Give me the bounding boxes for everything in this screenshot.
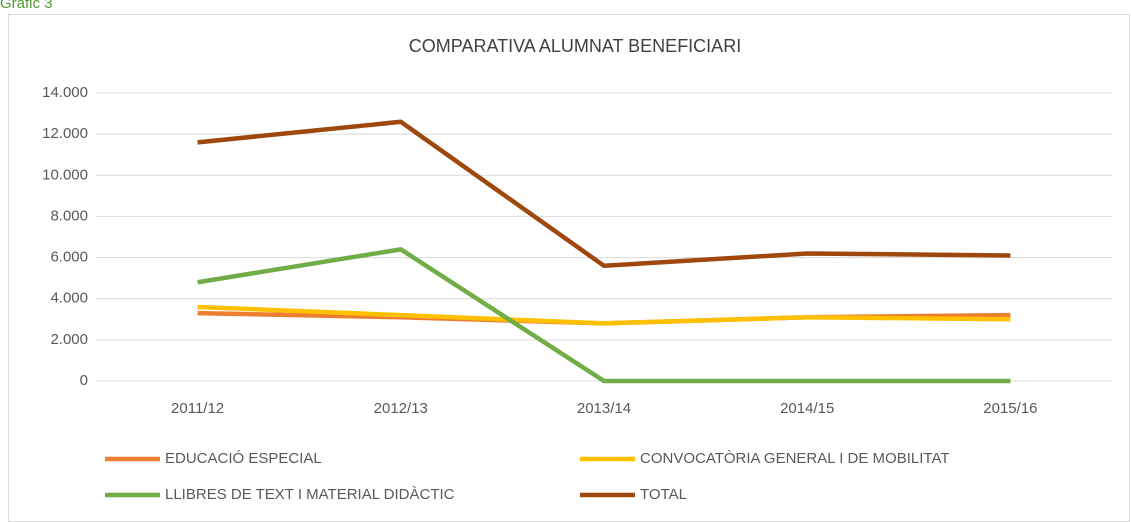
x-tick-label: 2014/15 bbox=[780, 400, 834, 417]
series-line bbox=[197, 119, 1011, 269]
y-tick-label: 10.000 bbox=[42, 166, 88, 183]
y-tick-label: 0 bbox=[80, 372, 88, 389]
legend-label: TOTAL bbox=[640, 486, 687, 503]
legend-label: CONVOCATÒRIA GENERAL I DE MOBILITAT bbox=[640, 450, 950, 467]
caption: Gràfic 3 bbox=[0, 0, 53, 12]
x-tick-label: 2011/12 bbox=[171, 400, 224, 417]
chart-frame bbox=[8, 14, 1130, 522]
series-line bbox=[197, 247, 1011, 384]
series-line bbox=[197, 304, 1011, 326]
chart-title: COMPARATIVA ALUMNAT BENEFICIARI bbox=[409, 36, 741, 56]
y-tick-label: 2.000 bbox=[50, 331, 88, 348]
y-tick-label: 6.000 bbox=[50, 249, 88, 266]
y-tick-label: 8.000 bbox=[50, 207, 88, 224]
x-tick-label: 2012/13 bbox=[374, 400, 428, 417]
legend-label: EDUCACIÓ ESPECIAL bbox=[165, 450, 322, 467]
legend-label: LLIBRES DE TEXT I MATERIAL DIDÀCTIC bbox=[165, 486, 455, 503]
x-tick-label: 2013/14 bbox=[577, 400, 631, 417]
y-tick-label: 4.000 bbox=[50, 290, 88, 307]
y-tick-label: 14.000 bbox=[42, 84, 88, 101]
x-tick-label: 2015/16 bbox=[983, 400, 1037, 417]
y-tick-label: 12.000 bbox=[42, 125, 88, 142]
